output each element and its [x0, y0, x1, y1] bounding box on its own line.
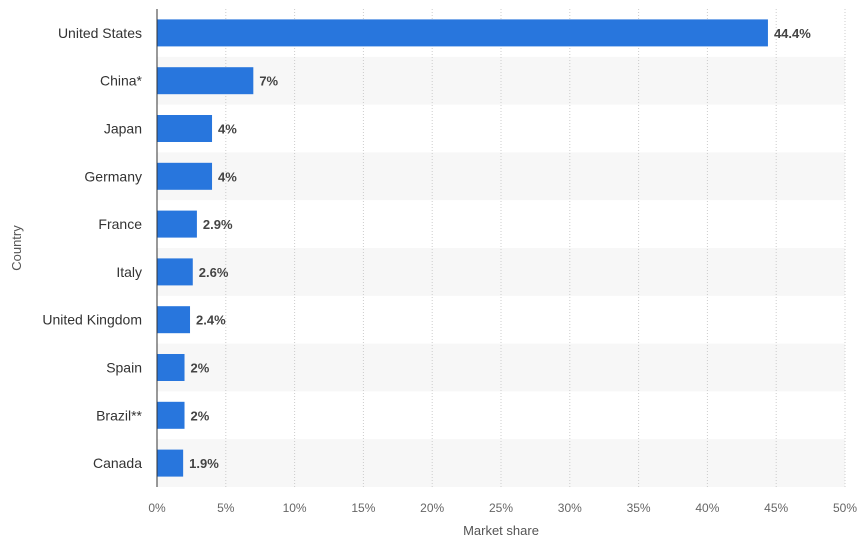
- category-label: Italy: [116, 264, 142, 280]
- value-label: 2%: [191, 361, 210, 376]
- category-label: Spain: [106, 360, 142, 376]
- value-label: 44.4%: [774, 26, 811, 41]
- value-label: 2.4%: [196, 313, 226, 328]
- x-tick-label: 0%: [148, 501, 166, 515]
- x-tick-label: 45%: [764, 501, 788, 515]
- x-tick-label: 10%: [283, 501, 307, 515]
- category-label: Brazil**: [96, 407, 142, 423]
- bar: [157, 67, 254, 95]
- x-tick-labels: 0% 5% 10% 15% 20% 25% 30% 35% 40% 45% 50%: [148, 501, 857, 515]
- x-tick-label: 5%: [217, 501, 235, 515]
- x-tick-label: 30%: [558, 501, 582, 515]
- bar: [157, 258, 193, 286]
- bar: [157, 210, 197, 238]
- x-tick-label: 40%: [695, 501, 719, 515]
- row-band: [157, 439, 845, 487]
- category-label: United States: [58, 25, 142, 41]
- value-label: 4%: [218, 122, 237, 137]
- category-label: Japan: [104, 121, 142, 137]
- value-label: 2%: [191, 408, 210, 423]
- x-axis-title: Market share: [463, 523, 539, 538]
- value-label: 2.6%: [199, 265, 229, 280]
- bar: [157, 306, 191, 334]
- category-label: China*: [100, 73, 143, 89]
- x-tick-label: 50%: [833, 501, 857, 515]
- value-label: 1.9%: [189, 456, 219, 471]
- y-axis-title: Country: [9, 225, 24, 271]
- bar: [157, 449, 184, 477]
- category-label: United Kingdom: [42, 312, 142, 328]
- category-label: France: [98, 216, 142, 232]
- value-label: 2.9%: [203, 217, 233, 232]
- x-tick-label: 15%: [351, 501, 375, 515]
- value-label: 7%: [259, 74, 278, 89]
- value-labels: 44.4% 7% 4% 4% 2.9% 2.6% 2.4% 2% 2% 1.9%: [189, 26, 811, 471]
- x-tick-label: 25%: [489, 501, 513, 515]
- x-tick-label: 35%: [627, 501, 651, 515]
- category-label: Germany: [84, 168, 142, 184]
- value-label: 4%: [218, 169, 237, 184]
- bars: [157, 19, 768, 477]
- row-bands: [157, 56, 845, 487]
- bar: [157, 115, 213, 142]
- category-labels: United States China* Japan Germany France Ita…: [42, 25, 142, 471]
- category-label: Canada: [93, 455, 142, 471]
- x-tick-label: 20%: [420, 501, 444, 515]
- bar: [157, 162, 213, 190]
- bar: [157, 401, 185, 429]
- bar: [157, 19, 768, 47]
- bar: [157, 354, 185, 381]
